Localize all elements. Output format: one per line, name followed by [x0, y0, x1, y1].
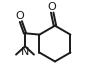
Text: O: O: [15, 11, 24, 21]
Text: O: O: [48, 2, 57, 12]
Text: N: N: [21, 47, 29, 57]
